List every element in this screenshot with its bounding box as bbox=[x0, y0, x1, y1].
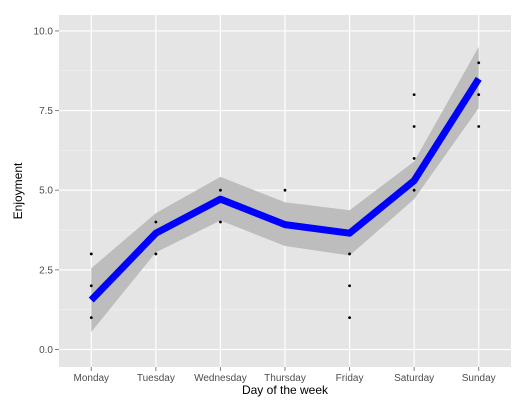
data-point bbox=[283, 188, 287, 192]
x-tick-label: Thursday bbox=[264, 373, 306, 384]
y-tick-label: 7.5 bbox=[39, 106, 53, 117]
data-point bbox=[89, 252, 93, 256]
data-point bbox=[412, 156, 416, 160]
data-point bbox=[348, 284, 351, 288]
y-tick-label: 0.0 bbox=[39, 345, 53, 356]
trend-line bbox=[88, 76, 482, 303]
data-point bbox=[412, 188, 416, 192]
x-tick-label: Saturday bbox=[394, 373, 434, 384]
data-point bbox=[89, 316, 93, 320]
x-tick-label: Monday bbox=[73, 373, 109, 384]
x-tick-label: Wednesday bbox=[194, 373, 247, 384]
data-points-layer bbox=[89, 61, 481, 320]
trend-line-layer bbox=[88, 76, 482, 303]
y-tick-label: 2.5 bbox=[39, 265, 53, 276]
data-point bbox=[477, 93, 481, 97]
y-tick-label: 10.0 bbox=[34, 26, 54, 37]
data-point bbox=[219, 220, 222, 224]
data-point bbox=[412, 125, 416, 128]
data-point bbox=[89, 284, 93, 288]
y-axis-title: Enjoyment bbox=[11, 162, 25, 219]
data-point bbox=[348, 316, 351, 320]
data-point bbox=[412, 93, 416, 97]
data-point bbox=[154, 220, 158, 224]
data-point bbox=[477, 125, 481, 128]
y-tick-label: 5.0 bbox=[39, 186, 53, 197]
x-tick-label: Tuesday bbox=[137, 373, 175, 384]
data-point bbox=[348, 252, 351, 256]
x-tick-label: Sunday bbox=[462, 373, 496, 384]
data-point bbox=[477, 61, 481, 65]
x-axis-ticks: Monday Tuesday Wednesday Thursday Friday Satu… bbox=[73, 367, 496, 384]
y-axis-ticks: 0.0 2.5 5.0 7.5 10.0 bbox=[34, 26, 59, 356]
x-axis-title: Day of the week bbox=[242, 383, 329, 397]
data-point bbox=[219, 188, 222, 192]
data-point bbox=[154, 252, 158, 256]
x-tick-label: Friday bbox=[336, 373, 364, 384]
